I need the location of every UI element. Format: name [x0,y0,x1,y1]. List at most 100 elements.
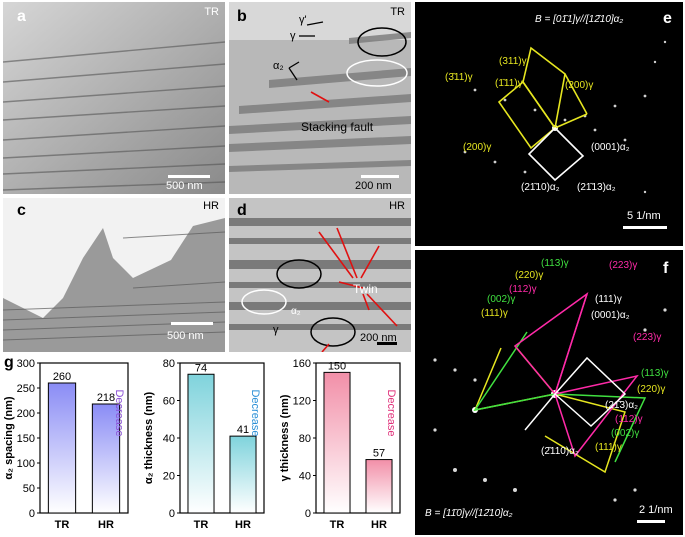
spot-label: (220)γ [637,384,666,395]
bar [365,459,393,514]
tem-texture-b [229,2,411,194]
y-axis-label: α₂ spacing (nm) [3,396,15,479]
panel-label: f [663,260,669,277]
x-tick-label: TR [194,519,209,531]
scale-label: 500 nm [167,330,204,342]
decrease-annotation: Decrease [249,389,261,436]
y-tick-label: 120 [293,396,311,408]
spot-label: (0001)α₂ [591,310,630,321]
panel-label: d [237,202,247,219]
bar-value-label: 260 [53,371,71,383]
scale-label: 2 1/nm [639,504,673,516]
spot-label: (112)γ [509,284,537,295]
spot-label: (111)γ [595,442,622,453]
y-axis-label: γ thickness (nm) [279,394,291,481]
panel-a-tem-image: a TR 500 nm [3,2,225,194]
gamma-label: γ [290,30,296,42]
bar-value-label: 218 [97,392,115,404]
y-tick-label: 80 [299,433,311,445]
alpha2-label: α₂ [291,306,301,317]
y-tick-label: 60 [163,396,175,408]
condition-tag: TR [390,6,405,18]
spot-label: (2̄110)α₂ [541,446,579,457]
panel-label: a [17,8,26,25]
spot-label: (223)γ [609,260,638,271]
y-tick-label: 80 [163,358,175,370]
bar [47,382,77,514]
scale-bar [623,226,667,229]
stacking-fault-label: Stacking fault [301,120,374,134]
spot-label: (113)γ [541,258,569,269]
panel-d-tem-image: d HR Twin α₂ γ 200 nm [229,198,411,352]
scale-label: 200 nm [355,180,392,192]
y-tick-label: 40 [299,471,311,483]
y-tick-label: 300 [17,358,35,370]
panel-label: g [4,354,14,371]
panel-label: e [663,10,672,27]
panel-f-diffraction: f (113)γ (220)γ (112)γ (002)γ (111)γ (22… [415,250,683,535]
scale-label: 5 1/nm [627,210,661,222]
bar-value-label: 150 [328,360,346,372]
tem-texture-a [3,2,225,194]
x-tick-label: TR [55,519,70,531]
tem-texture-c [3,198,225,352]
bar-value-label: 41 [237,424,249,436]
bar [91,403,121,514]
spot-label: (111)γ [595,294,622,305]
panel-g-bar-charts: 0 50 100 150 200 250 300 α₂ spacing (nm) 260 TR 21… [3,358,401,531]
spot-label: (200)γ [565,80,594,91]
scale-bar [168,175,210,178]
scale-bar [361,175,399,178]
y-tick-label: 160 [293,358,311,370]
spot-label: (21̄10)α₂ [521,182,560,193]
bar [229,435,257,514]
panel-label: c [17,202,26,219]
spot-label: (21̄13)α₂ [577,182,616,193]
zone-axis-label: B = [01̄1]γ//[12̄10]α₂ [535,14,624,25]
spot-label: (002)γ [611,428,640,439]
y-tick-label: 200 [17,408,35,420]
panel-b-tem-image: b TR γ' γ α₂ Stacking fault 200 nm [229,2,411,194]
y-tick-label: 0 [169,508,175,520]
spot-label: (3̄11)γ [445,72,473,83]
spot-label: (113)γ [641,368,669,379]
gamma-label: γ [273,324,279,336]
y-tick-label: 150 [17,433,35,445]
spot-label: (0001)α₂ [591,142,630,153]
x-tick-label: HR [98,519,114,531]
spot-label: (002)γ [487,294,516,305]
spot-label: (1̄11)γ [495,78,523,89]
spot-label: (200)γ [463,142,492,153]
panel-label: b [237,8,247,25]
panel-e-diffraction: e B = [01̄1]γ//[12̄10]α₂ (311)γ (3̄11)γ … [415,2,683,246]
tem-texture-d [229,198,411,352]
spot-label: (21̄3)α₂ [605,400,639,411]
y-tick-label: 20 [163,471,175,483]
bar-value-label: 74 [195,362,207,374]
scale-label: 200 nm [360,332,397,344]
y-tick-label: 100 [17,458,35,470]
diffraction-pattern-e [415,2,683,246]
y-tick-label: 50 [23,483,35,495]
decrease-annotation: Decrease [113,389,125,436]
bar [187,373,215,514]
spot-label: (111)γ [481,308,508,319]
zone-axis-label: B = [11̄0]γ//[12̄10]α₂ [425,508,513,519]
bar [323,371,351,514]
gamma-prime-label: γ' [299,14,307,26]
y-tick-label: 40 [163,433,175,445]
spot-label: (112)γ [615,414,643,425]
bar-value-label: 57 [373,448,385,460]
spot-label: (220)γ [515,270,544,281]
decrease-annotation: Decrease [385,389,397,436]
panel-c-tem-image: c HR 500 nm [3,198,225,352]
scale-bar [171,322,213,325]
condition-tag: HR [389,200,405,212]
x-tick-label: HR [235,519,251,531]
x-tick-label: TR [330,519,345,531]
condition-tag: HR [203,200,219,212]
scale-bar [637,520,665,523]
y-tick-label: 250 [17,383,35,395]
alpha2-label: α₂ [273,60,284,72]
spot-label: (311)γ [499,56,527,67]
